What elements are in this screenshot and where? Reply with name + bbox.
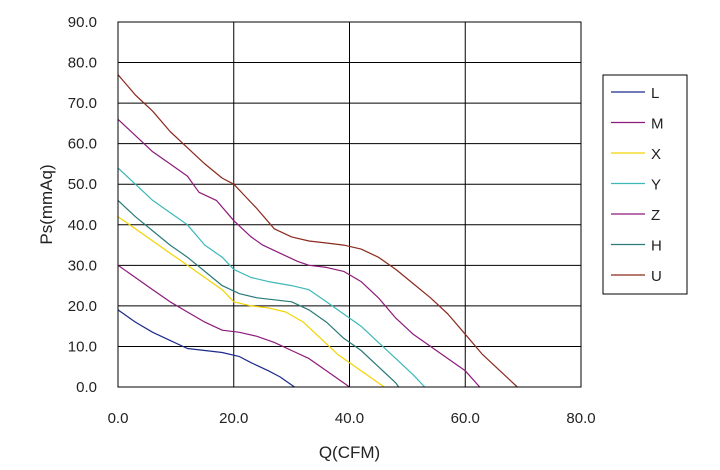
legend-label-z: Z (651, 207, 660, 224)
y-tick-label: 90.0 (68, 14, 97, 31)
series-line-m (117, 118, 481, 388)
x-tick-label: 40.0 (335, 410, 364, 427)
y-tick-label: 30.0 (68, 257, 97, 274)
legend-label-x: X (651, 146, 661, 163)
series-line-z (117, 264, 350, 388)
legend-label-y: Y (651, 177, 661, 194)
y-tick-label: 80.0 (68, 55, 97, 72)
y-axis-ticks: 0.0 10.0 20.0 30.0 40.0 50.0 60.0 70.0 80.0 90.0 (68, 14, 97, 396)
series-line-l (117, 309, 295, 388)
x-tick-label: 20.0 (219, 410, 248, 427)
legend-label-l: L (651, 85, 659, 102)
y-tick-label: 60.0 (68, 136, 97, 153)
series-line-y (117, 167, 426, 388)
y-tick-label: 70.0 (68, 95, 97, 112)
x-tick-label: 0.0 (108, 410, 129, 427)
series-line-x (117, 216, 385, 388)
y-tick-label: 40.0 (68, 217, 97, 234)
series-line-h (117, 199, 400, 388)
legend-label-h: H (651, 238, 662, 255)
y-tick-label: 50.0 (68, 176, 97, 193)
x-tick-label: 60.0 (451, 410, 480, 427)
grid (117, 21, 582, 388)
legend-box (602, 74, 688, 295)
legend-label-u: U (651, 268, 662, 285)
y-tick-label: 10.0 (68, 338, 97, 355)
legend-label-m: M (651, 116, 664, 133)
y-tick-label: 20.0 (68, 298, 97, 315)
series-line-u (117, 74, 518, 388)
y-tick-label: 0.0 (76, 379, 97, 396)
x-tick-label: 80.0 (566, 410, 595, 427)
y-axis-label: Ps(mmAq) (37, 164, 56, 244)
series-lines (117, 74, 518, 388)
x-axis-ticks: 0.0 20.0 40.0 60.0 80.0 (108, 410, 596, 427)
x-axis-label: Q(CFM) (319, 443, 380, 462)
plot-frame (117, 21, 582, 388)
